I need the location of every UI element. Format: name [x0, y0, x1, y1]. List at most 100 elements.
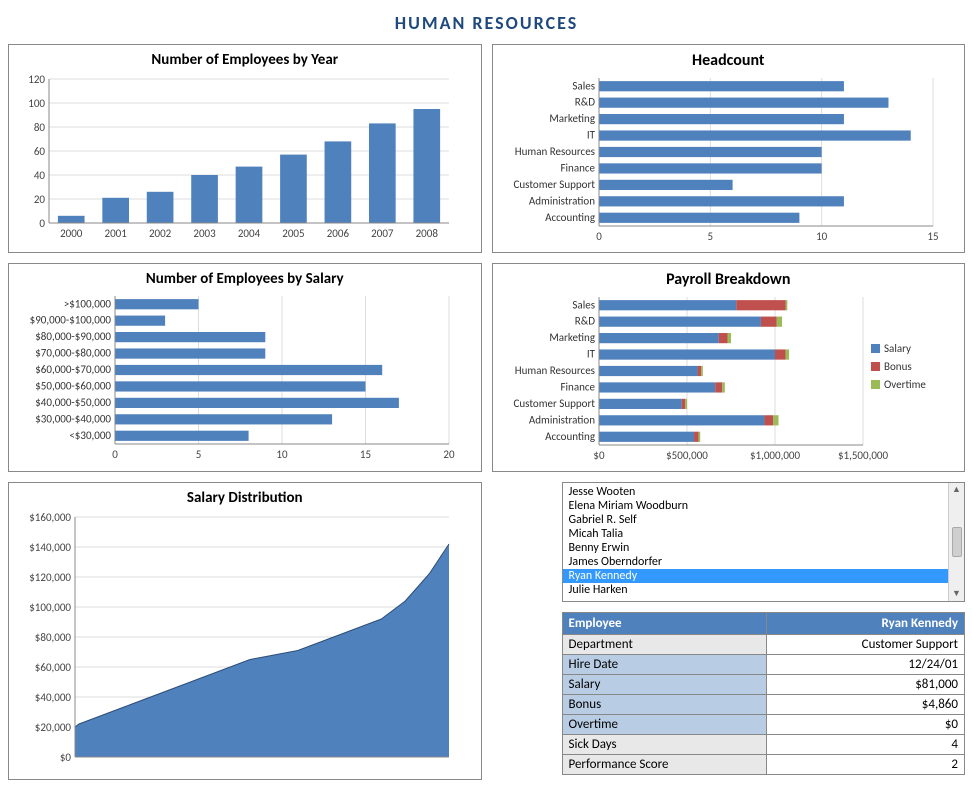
detail-key: Department: [562, 635, 767, 655]
chart-title: Headcount: [501, 51, 957, 70]
svg-text:Customer Support: Customer Support: [513, 178, 595, 191]
svg-text:$20,000: $20,000: [35, 721, 72, 734]
scrollbar[interactable]: ▲ ▼: [948, 483, 964, 601]
svg-text:10: 10: [816, 230, 828, 243]
svg-text:20: 20: [443, 448, 455, 461]
scroll-up-icon[interactable]: ▲: [952, 483, 961, 497]
svg-text:<$30,000: <$30,000: [69, 429, 111, 442]
svg-text:$120,000: $120,000: [29, 571, 71, 584]
employee-list-item[interactable]: Benny Erwin: [563, 541, 949, 555]
svg-text:120: 120: [28, 73, 45, 86]
svg-text:Marketing: Marketing: [549, 112, 595, 125]
svg-text:2008: 2008: [416, 227, 439, 240]
svg-text:Finance: Finance: [560, 162, 595, 175]
svg-text:$40,000: $40,000: [35, 691, 72, 704]
svg-text:$100,000: $100,000: [29, 601, 71, 614]
svg-text:$60,000-$70,000: $60,000-$70,000: [35, 363, 111, 376]
employee-panel: Jesse WootenElena Miriam WoodburnGabriel…: [492, 482, 966, 780]
employee-listbox[interactable]: Jesse WootenElena Miriam WoodburnGabriel…: [562, 482, 966, 602]
svg-text:2002: 2002: [149, 227, 172, 240]
svg-text:40: 40: [34, 169, 46, 182]
svg-text:IT: IT: [586, 348, 595, 361]
detail-key: Performance Score: [562, 755, 767, 775]
chart-title: Salary Distribution: [17, 489, 473, 507]
detail-header-value: Ryan Kennedy: [767, 613, 965, 635]
employee-list-item[interactable]: Elena Miriam Woodburn: [563, 499, 949, 513]
svg-text:2001: 2001: [105, 227, 128, 240]
page-title: HUMAN RESOURCES: [8, 12, 965, 34]
employee-list-item[interactable]: Jesse Wooten: [563, 485, 949, 499]
svg-text:2005: 2005: [282, 227, 304, 240]
svg-text:2000: 2000: [60, 227, 83, 240]
svg-text:60: 60: [34, 145, 46, 158]
svg-text:$140,000: $140,000: [29, 541, 71, 554]
svg-text:Overtime: Overtime: [884, 378, 926, 391]
svg-text:Accounting: Accounting: [545, 430, 595, 443]
employee-list-item[interactable]: Ryan Kennedy: [563, 569, 949, 583]
svg-text:$70,000-$80,000: $70,000-$80,000: [35, 347, 111, 360]
chart-salary-distribution: Salary Distribution $0 $20,000 $40,000 $60,…: [8, 482, 482, 780]
svg-text:15: 15: [927, 230, 938, 243]
svg-text:Sales: Sales: [572, 79, 595, 92]
svg-text:Administration: Administration: [528, 194, 594, 207]
svg-text:Human Resources: Human Resources: [514, 364, 594, 377]
scroll-down-icon[interactable]: ▼: [952, 587, 961, 601]
employee-list-item[interactable]: Micah Talia: [563, 527, 949, 541]
svg-text:Human Resources: Human Resources: [514, 145, 594, 158]
svg-text:2007: 2007: [371, 227, 394, 240]
chart-headcount: Headcount 0 5 10 15 Sales R&D Marketing IT Human…: [492, 44, 966, 253]
chart-employees-by-year: Number of Employees by Year 020406080100…: [8, 44, 482, 253]
detail-key: Hire Date: [562, 655, 767, 675]
detail-value: 12/24/01: [767, 655, 965, 675]
svg-text:Finance: Finance: [560, 381, 595, 394]
detail-value: $4,860: [767, 695, 965, 715]
svg-text:$0: $0: [593, 449, 605, 462]
svg-text:$80,000: $80,000: [35, 631, 72, 644]
detail-value: 2: [767, 755, 965, 775]
svg-text:5: 5: [707, 230, 713, 243]
chart-title: Number of Employees by Salary: [17, 270, 473, 288]
svg-text:Customer Support: Customer Support: [513, 397, 595, 410]
detail-value: Customer Support: [767, 635, 965, 655]
detail-key: Salary: [562, 675, 767, 695]
svg-text:R&D: R&D: [574, 315, 594, 328]
svg-text:IT: IT: [586, 129, 595, 142]
scroll-thumb[interactable]: [952, 527, 962, 557]
employee-list-item[interactable]: Gabriel R. Self: [563, 513, 949, 527]
svg-text:2006: 2006: [327, 227, 350, 240]
employee-detail-table: Employee Ryan Kennedy DepartmentCustomer…: [562, 612, 966, 775]
chart-payroll-breakdown: Payroll Breakdown $0$500,000$1,000,000$1…: [492, 263, 966, 472]
detail-value: $81,000: [767, 675, 965, 695]
svg-text:15: 15: [360, 448, 371, 461]
svg-text:Bonus: Bonus: [884, 360, 912, 373]
svg-text:2004: 2004: [238, 227, 261, 240]
svg-text:0: 0: [39, 217, 45, 230]
chart-employees-by-salary: Number of Employees by Salary 0 5 10 15 20 >$…: [8, 263, 482, 472]
employee-list-item[interactable]: James Oberndorfer: [563, 555, 949, 569]
svg-text:$60,000: $60,000: [35, 661, 72, 674]
svg-text:0: 0: [596, 230, 602, 243]
svg-text:$160,000: $160,000: [29, 511, 71, 524]
detail-value: $0: [767, 715, 965, 735]
svg-text:$0: $0: [60, 751, 72, 764]
detail-key: Overtime: [562, 715, 767, 735]
svg-text:$40,000-$50,000: $40,000-$50,000: [35, 396, 111, 409]
svg-text:$500,000: $500,000: [666, 449, 708, 462]
svg-text:10: 10: [276, 448, 288, 461]
svg-text:$1,000,000: $1,000,000: [749, 449, 800, 462]
svg-text:5: 5: [196, 448, 202, 461]
svg-text:R&D: R&D: [574, 96, 594, 109]
detail-value: 4: [767, 735, 965, 755]
svg-text:$50,000-$60,000: $50,000-$60,000: [35, 380, 111, 393]
svg-text:80: 80: [34, 121, 46, 134]
employee-list-item[interactable]: Julie Harken: [563, 583, 949, 597]
svg-text:$80,000-$90,000: $80,000-$90,000: [35, 330, 111, 343]
svg-text:$1,500,000: $1,500,000: [837, 449, 888, 462]
svg-text:Salary: Salary: [884, 342, 911, 355]
svg-text:Sales: Sales: [572, 298, 595, 311]
chart-title: Number of Employees by Year: [17, 51, 473, 69]
svg-text:>$100,000: >$100,000: [64, 297, 112, 310]
svg-text:Marketing: Marketing: [549, 331, 595, 344]
svg-text:0: 0: [112, 448, 118, 461]
detail-key: Sick Days: [562, 735, 767, 755]
